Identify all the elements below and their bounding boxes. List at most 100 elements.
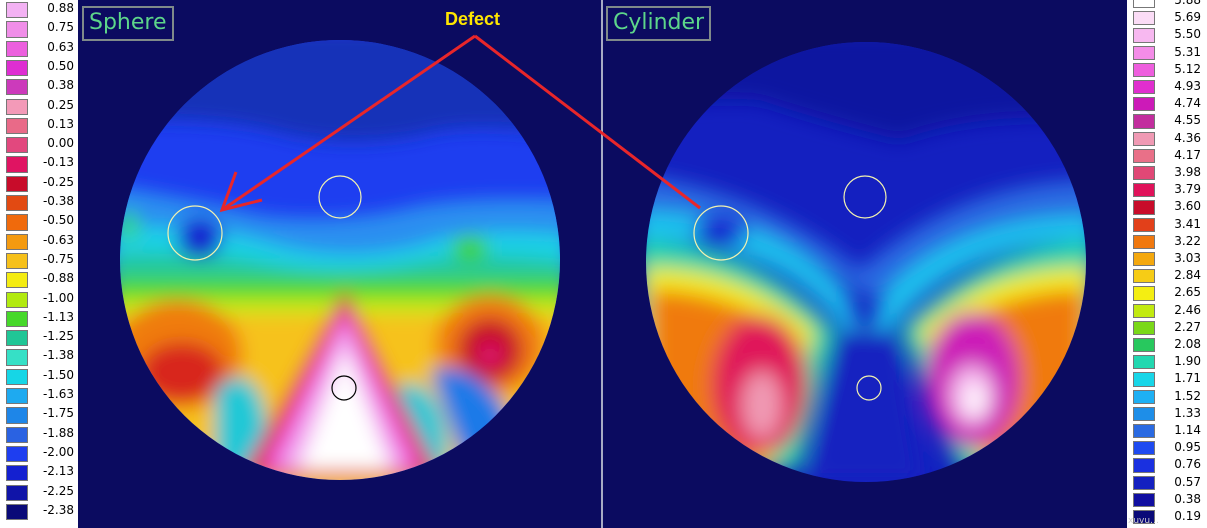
legend-level-label: 2.84 [1174, 268, 1201, 283]
legend-level-label: 1.71 [1174, 371, 1201, 386]
legend-swatch [6, 175, 28, 192]
legend-level-label: -1.75 [42, 406, 74, 421]
legend-swatch [1133, 269, 1155, 284]
legend-entry: -0.25 [0, 174, 80, 193]
legend-entry: 4.36 [1127, 130, 1207, 147]
legend-swatch [6, 330, 28, 347]
legend-level-label: 3.03 [1174, 251, 1201, 265]
legend-entry: 0.13 [0, 116, 80, 135]
legend-entry: 5.50 [1127, 26, 1207, 43]
legend-level-label: 0.95 [1174, 440, 1201, 455]
legend-level-label: 2.27 [1174, 319, 1201, 334]
legend-swatch [1133, 303, 1155, 318]
legend-swatch [1133, 45, 1155, 60]
legend-entry: -1.88 [0, 425, 80, 444]
legend-level-label: -2.13 [42, 464, 74, 479]
sphere-apex-marker [331, 375, 357, 401]
legend-level-label: -1.50 [42, 367, 74, 382]
legend-entry: -0.38 [0, 193, 80, 212]
legend-entry: 1.52 [1127, 388, 1207, 405]
legend-level-label: 0.19 [1174, 509, 1201, 523]
legend-level-label: -0.63 [42, 232, 74, 247]
legend-entry: 4.93 [1127, 78, 1207, 95]
legend-swatch [1133, 475, 1155, 490]
legend-entry: 0.38 [0, 77, 80, 96]
legend-entry: -0.75 [0, 251, 80, 270]
legend-level-label: -0.75 [42, 251, 74, 266]
legend-swatch [1133, 28, 1155, 43]
legend-swatch [1133, 148, 1155, 163]
legend-level-label: 4.93 [1174, 79, 1201, 93]
legend-level-label: 5.50 [1174, 27, 1201, 42]
legend-entry: -0.50 [0, 212, 80, 231]
legend-swatch [6, 79, 28, 96]
legend-entry: 2.46 [1127, 302, 1207, 319]
legend-level-label: 4.36 [1174, 130, 1201, 145]
legend-entry: -1.75 [0, 405, 80, 424]
legend-swatch [1133, 406, 1155, 421]
legend-entry: 2.27 [1127, 319, 1207, 336]
cylinder-lower-marker [856, 375, 882, 401]
cylinder-color-legend: 5.88 5.69 5.50 5.31 5.12 4.93 4.74 4.55 4.36 4.17… [1127, 0, 1207, 528]
legend-entry: 0.57 [1127, 474, 1207, 491]
legend-level-label: 0.76 [1174, 457, 1201, 472]
legend-entry: 0.95 [1127, 439, 1207, 456]
legend-level-label: 0.75 [47, 20, 74, 35]
legend-swatch [1133, 510, 1155, 525]
legend-swatch [6, 98, 28, 115]
legend-entry: 3.60 [1127, 198, 1207, 215]
legend-swatch [6, 137, 28, 154]
legend-level-label: -1.63 [42, 387, 74, 401]
legend-swatch [1133, 252, 1155, 267]
legend-level-label: 1.52 [1174, 388, 1201, 403]
legend-swatch [1133, 11, 1155, 26]
legend-entry: 0.75 [0, 19, 80, 38]
watermark: xuvu… [1128, 516, 1160, 526]
cylinder-panel-title: Cylinder [606, 6, 712, 41]
cylinder-upper-marker [843, 175, 887, 219]
legend-swatch [1133, 217, 1155, 232]
legend-level-label: 2.46 [1174, 302, 1201, 317]
legend-swatch [6, 445, 28, 463]
legend-level-label: 4.74 [1174, 96, 1201, 111]
legend-level-label: 3.60 [1174, 199, 1201, 214]
legend-swatch [1133, 458, 1155, 473]
defect-arrowhead [219, 171, 263, 213]
legend-level-label: 0.00 [47, 136, 74, 151]
legend-level-label: 0.88 [47, 1, 74, 15]
legend-swatch [1133, 166, 1155, 181]
legend-entry: 5.31 [1127, 44, 1207, 61]
sphere-defect-circle [167, 205, 223, 261]
legend-swatch [1133, 338, 1155, 353]
legend-level-label: -2.38 [42, 502, 74, 517]
legend-swatch [6, 40, 28, 57]
legend-entry: 4.17 [1127, 147, 1207, 164]
legend-swatch [6, 388, 28, 405]
legend-entry: 2.08 [1127, 336, 1207, 353]
legend-entry: 3.41 [1127, 216, 1207, 233]
legend-level-label: 3.98 [1174, 165, 1201, 179]
legend-swatch [6, 233, 28, 250]
legend-level-label: 0.63 [47, 39, 74, 54]
legend-entry: 5.88 [1127, 0, 1207, 9]
legend-swatch [1133, 183, 1155, 198]
legend-entry: 0.50 [0, 58, 80, 77]
legend-level-label: 3.41 [1174, 216, 1201, 231]
legend-swatch [1133, 355, 1155, 370]
legend-entry: 0.63 [0, 39, 80, 58]
legend-swatch [1133, 234, 1155, 249]
legend-level-label: 0.25 [47, 97, 74, 112]
legend-swatch [6, 59, 28, 77]
legend-level-label: 4.17 [1174, 147, 1201, 162]
legend-level-label: 1.90 [1174, 354, 1201, 369]
legend-swatch [6, 484, 28, 501]
legend-level-label: 5.69 [1174, 10, 1201, 25]
legend-swatch [6, 291, 28, 308]
legend-entry: 4.55 [1127, 112, 1207, 129]
legend-entry: 2.84 [1127, 267, 1207, 284]
legend-swatch [6, 503, 28, 521]
legend-entry: -2.00 [0, 444, 80, 463]
legend-level-label: 5.12 [1174, 61, 1201, 76]
legend-swatch [6, 368, 28, 385]
